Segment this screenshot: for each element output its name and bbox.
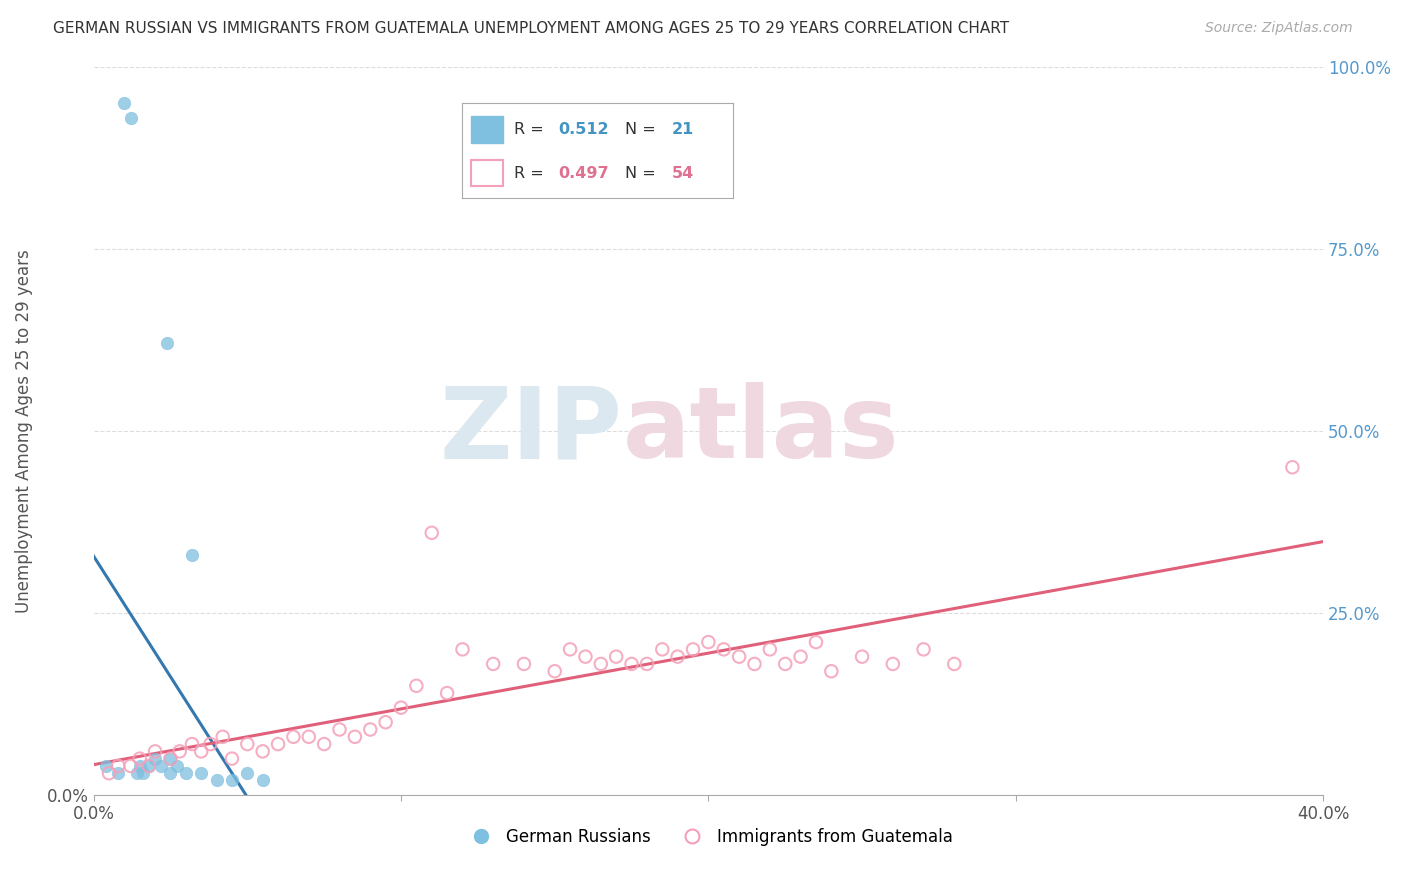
Point	[236, 737, 259, 751]
Point	[773, 657, 796, 671]
Point	[912, 642, 935, 657]
Point	[169, 744, 191, 758]
Point	[943, 657, 966, 671]
Point	[389, 700, 412, 714]
Point	[451, 642, 474, 657]
Point	[314, 737, 336, 751]
Point	[181, 737, 204, 751]
Point	[211, 730, 233, 744]
Point	[882, 657, 904, 671]
Point	[174, 766, 197, 780]
Point	[482, 657, 505, 671]
Point	[744, 657, 766, 671]
Point	[107, 766, 129, 780]
Point	[328, 723, 350, 737]
Text: 0.512: 0.512	[558, 122, 609, 137]
Legend: German Russians, Immigrants from Guatemala: German Russians, Immigrants from Guatema…	[457, 821, 959, 852]
Point	[159, 751, 181, 765]
Point	[636, 657, 658, 671]
Point	[120, 759, 142, 773]
Point	[156, 336, 179, 351]
Point	[143, 751, 166, 765]
Point	[283, 730, 305, 744]
Point	[112, 95, 135, 110]
Point	[98, 766, 121, 780]
Point	[359, 723, 381, 737]
Text: ZIP: ZIP	[440, 383, 623, 479]
Point	[374, 715, 396, 730]
Point	[94, 759, 117, 773]
Point	[150, 759, 173, 773]
Point	[620, 657, 643, 671]
Text: R =: R =	[513, 166, 548, 180]
Bar	[471, 116, 503, 143]
Point	[205, 773, 228, 788]
Point	[544, 664, 567, 678]
Point	[605, 649, 627, 664]
Point	[851, 649, 873, 664]
Point	[789, 649, 811, 664]
Point	[589, 657, 612, 671]
Point	[159, 751, 181, 765]
Point	[420, 525, 443, 540]
Text: R =: R =	[513, 122, 548, 137]
Point	[125, 766, 148, 780]
Point	[128, 751, 150, 765]
Point	[697, 635, 720, 649]
Point	[138, 759, 160, 773]
Point	[804, 635, 827, 649]
Point	[298, 730, 321, 744]
Point	[221, 773, 243, 788]
Point	[513, 657, 536, 671]
Text: 0.497: 0.497	[558, 166, 609, 180]
Point	[181, 548, 204, 562]
Point	[682, 642, 704, 657]
Point	[166, 759, 188, 773]
Text: atlas: atlas	[623, 383, 898, 479]
Point	[200, 737, 222, 751]
Text: 21: 21	[672, 122, 695, 137]
Point	[1281, 460, 1303, 475]
Point	[713, 642, 735, 657]
Point	[728, 649, 751, 664]
Text: N =: N =	[624, 166, 661, 180]
Point	[558, 642, 581, 657]
Point	[820, 664, 842, 678]
Point	[436, 686, 458, 700]
Y-axis label: Unemployment Among Ages 25 to 29 years: Unemployment Among Ages 25 to 29 years	[15, 249, 32, 613]
Point	[128, 759, 150, 773]
Point	[759, 642, 782, 657]
Point	[405, 679, 427, 693]
Point	[221, 751, 243, 765]
Point	[143, 744, 166, 758]
Bar	[471, 160, 503, 186]
Point	[574, 649, 596, 664]
Point	[190, 766, 212, 780]
Point	[107, 759, 129, 773]
Point	[138, 759, 160, 773]
Text: N =: N =	[624, 122, 661, 137]
Point	[252, 773, 274, 788]
Point	[120, 111, 142, 125]
Point	[267, 737, 290, 751]
Point	[651, 642, 673, 657]
Point	[252, 744, 274, 758]
Point	[343, 730, 366, 744]
Text: 54: 54	[672, 166, 695, 180]
Point	[666, 649, 689, 664]
Point	[190, 744, 212, 758]
Text: Source: ZipAtlas.com: Source: ZipAtlas.com	[1205, 21, 1353, 36]
Point	[236, 766, 259, 780]
Point	[159, 766, 181, 780]
Text: GERMAN RUSSIAN VS IMMIGRANTS FROM GUATEMALA UNEMPLOYMENT AMONG AGES 25 TO 29 YEA: GERMAN RUSSIAN VS IMMIGRANTS FROM GUATEM…	[53, 21, 1010, 37]
Point	[132, 766, 155, 780]
